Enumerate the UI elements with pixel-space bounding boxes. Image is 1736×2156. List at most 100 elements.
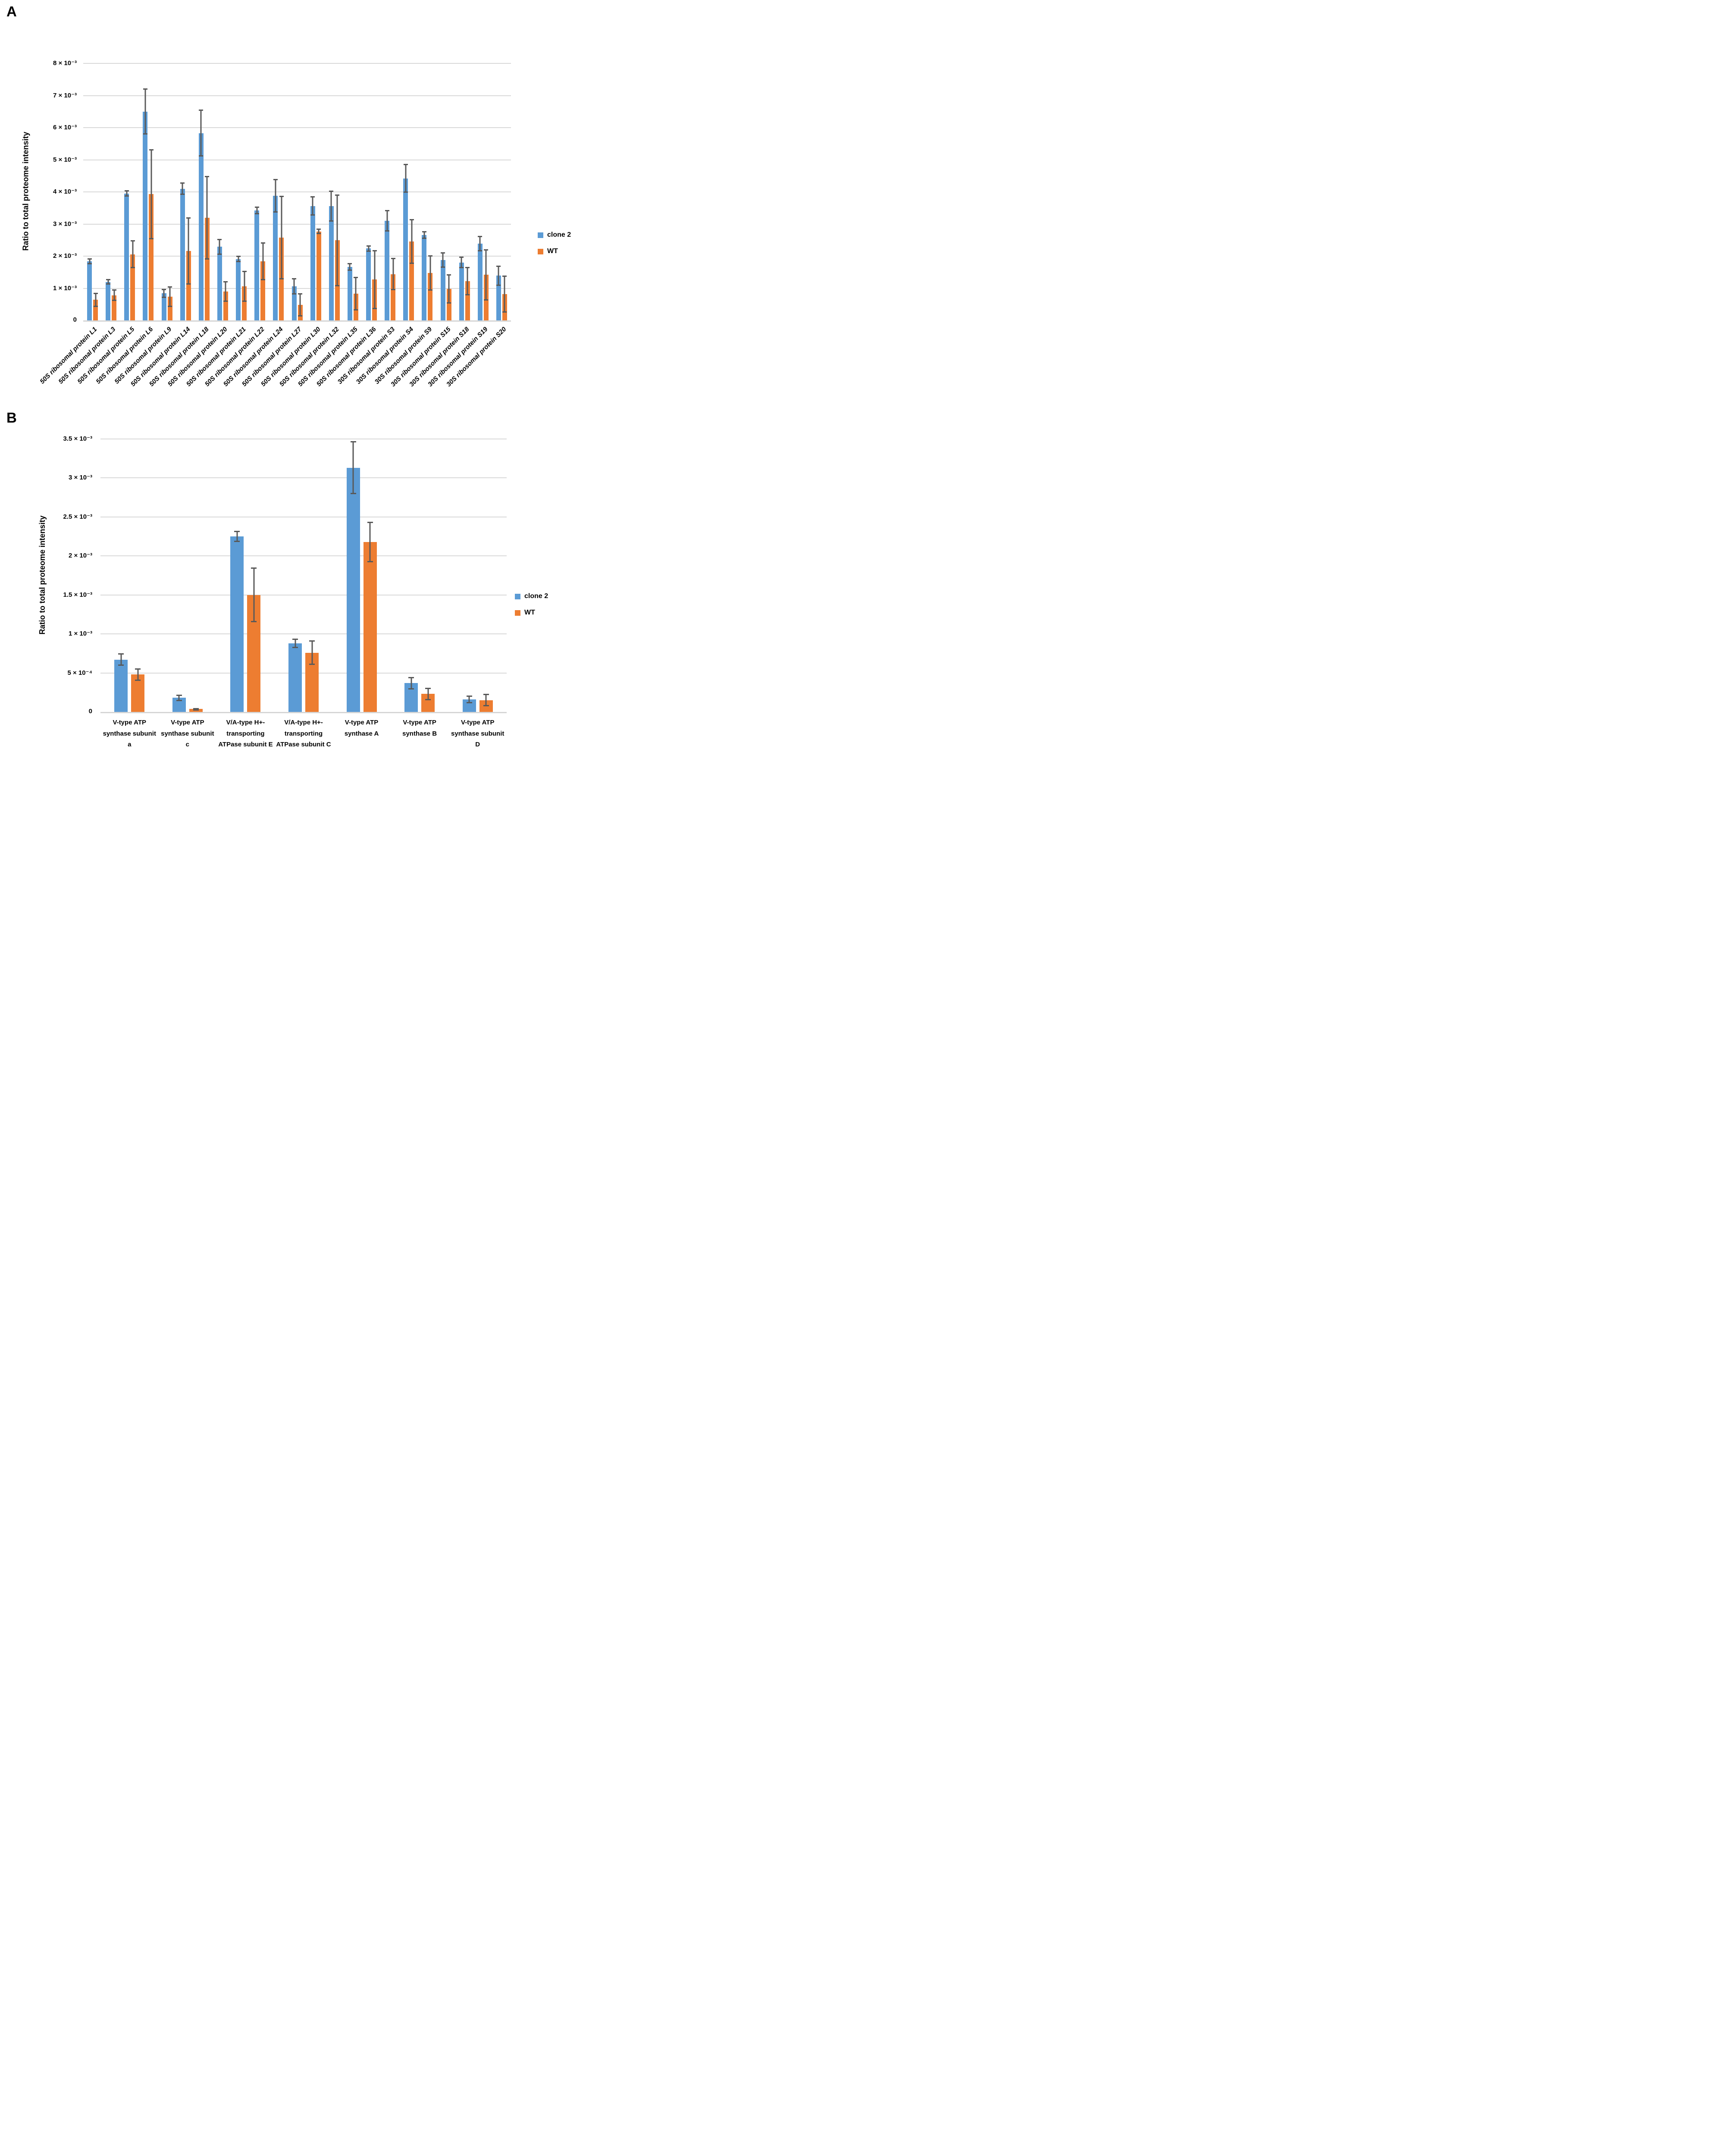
error-bar: [348, 263, 352, 271]
error-bar: [309, 640, 315, 665]
y-tick-label: 5 × 10⁻³: [53, 156, 77, 163]
error-bar: [205, 176, 210, 260]
error-bar: [385, 210, 389, 232]
legend-label: clone 2: [524, 592, 548, 600]
error-bar: [168, 286, 172, 307]
error-bar: [496, 266, 501, 286]
error-bar: [465, 267, 470, 295]
bar-clone-2: [87, 261, 92, 320]
y-tick-label: 1 × 10⁻³: [53, 284, 77, 292]
y-tick-label: 2 × 10⁻³: [68, 552, 92, 560]
bar-clone-2: [236, 259, 241, 320]
y-tick-label: 0: [73, 316, 77, 323]
bar-WT: [363, 542, 377, 712]
error-bar: [186, 217, 191, 285]
error-bar: [217, 238, 222, 255]
x-category-label: V-type ATP synthase subunit c: [161, 719, 214, 748]
legend-label: WT: [547, 248, 558, 255]
error-bar: [367, 521, 373, 562]
bar-WT: [409, 241, 414, 320]
error-bar: [130, 240, 135, 268]
error-bar: [292, 278, 296, 295]
legend-item-clone-2: clone 2: [515, 592, 548, 600]
error-bar: [292, 638, 298, 648]
error-bar: [466, 696, 472, 704]
error-bar: [273, 179, 278, 213]
error-bar: [260, 242, 265, 280]
error-bar: [403, 164, 408, 193]
gridline: [83, 256, 511, 257]
bar-clone-2: [459, 262, 464, 320]
bar-WT: [223, 291, 228, 320]
bar-clone-2: [385, 221, 390, 320]
error-bar: [408, 677, 414, 689]
error-bar: [502, 275, 507, 313]
bar-WT: [316, 231, 321, 320]
gridline: [100, 555, 507, 557]
bar-clone-2: [273, 195, 278, 320]
bar-WT: [149, 194, 154, 320]
y-tick-label: 5 × 10⁻⁴: [67, 669, 92, 677]
bar-clone-2: [106, 282, 111, 320]
x-category-label: V/A-type H+- transporting ATPase subunit…: [276, 719, 331, 748]
error-bar: [425, 687, 431, 700]
bar-clone-2: [291, 286, 297, 320]
bar-clone-2: [347, 267, 352, 320]
y-tick-label: 2 × 10⁻³: [53, 252, 77, 260]
error-bar: [478, 236, 483, 251]
y-tick-label: 4 × 10⁻³: [53, 188, 77, 195]
error-bar: [279, 195, 284, 279]
error-bar: [162, 288, 166, 298]
error-bar: [234, 531, 240, 542]
error-bar: [143, 88, 147, 135]
panel-a-plot-area: [83, 63, 511, 322]
figure-page: A Ratio to total proteome intensity 8 × …: [0, 0, 579, 751]
x-category-label: V-type ATP synthase subunit D: [451, 719, 505, 748]
bar-clone-2: [477, 243, 483, 320]
error-bar: [180, 182, 185, 195]
y-tick-label: 3 × 10⁻³: [68, 474, 92, 482]
error-bar: [298, 293, 302, 317]
error-bar: [254, 207, 259, 215]
error-bar: [112, 289, 116, 301]
y-tick-label: 1 × 10⁻³: [68, 630, 92, 638]
error-bar: [422, 231, 426, 239]
gridline: [83, 127, 511, 128]
bar-WT: [260, 261, 266, 320]
bar-WT: [428, 273, 433, 320]
error-bar: [93, 292, 98, 307]
bar-WT: [204, 218, 210, 320]
bar-clone-2: [329, 206, 334, 320]
error-bar: [354, 277, 358, 310]
error-bar: [242, 271, 247, 302]
bar-WT: [112, 295, 117, 320]
gridline: [100, 672, 507, 674]
error-bar: [441, 252, 445, 268]
y-tick-label: 7 × 10⁻³: [53, 91, 77, 99]
error-bar: [176, 695, 182, 701]
bar-clone-2: [143, 111, 148, 320]
bar-clone-2: [440, 260, 445, 320]
bar-WT: [167, 296, 172, 320]
x-category-label: V-type ATP synthase A: [344, 719, 379, 737]
x-category-label: V-type ATP synthase B: [402, 719, 437, 737]
bar-WT: [446, 288, 451, 320]
legend-swatch: [515, 610, 520, 616]
error-bar: [484, 249, 489, 301]
panel-a-letter: A: [6, 3, 17, 19]
error-bar: [236, 256, 241, 263]
error-bar: [428, 255, 432, 291]
bar-clone-2: [230, 536, 244, 712]
bar-clone-2: [180, 188, 185, 320]
error-bar: [135, 668, 141, 681]
bar-clone-2: [161, 293, 166, 320]
error-bar: [251, 567, 257, 622]
bar-clone-2: [310, 206, 315, 320]
error-bar: [223, 281, 228, 302]
error-bar: [483, 694, 489, 707]
bar-WT: [130, 254, 135, 320]
bar-clone-2: [422, 235, 427, 320]
gridline: [100, 633, 507, 635]
bar-clone-2: [288, 643, 302, 712]
y-tick-label: 0: [88, 708, 92, 715]
